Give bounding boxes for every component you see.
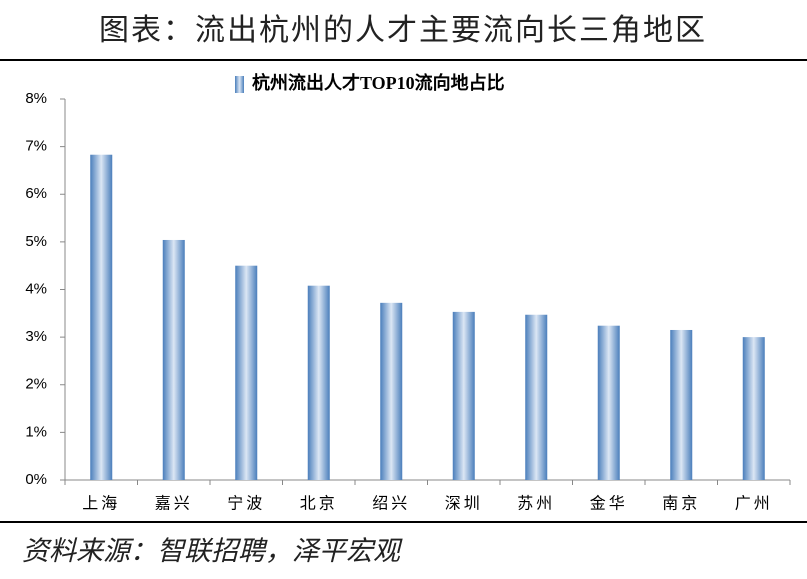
y-tick-label: 2%	[25, 376, 47, 393]
y-tick-label: 6%	[25, 185, 47, 202]
bar	[670, 329, 693, 480]
x-tick-label: 深圳	[445, 495, 483, 513]
bar	[235, 265, 258, 480]
y-tick-label: 7%	[25, 138, 47, 155]
x-tick-label: 上海	[82, 495, 120, 513]
x-tick-label: 绍兴	[372, 495, 410, 513]
y-tick-label: 3%	[25, 328, 47, 345]
y-tick-label: 0%	[25, 471, 47, 488]
source-note: 资料来源：智联招聘，泽平宏观	[22, 536, 403, 566]
bar	[90, 154, 113, 480]
x-tick-label: 嘉兴	[155, 495, 193, 513]
x-tick-label: 宁波	[227, 495, 265, 513]
x-tick-label: 金华	[590, 495, 628, 513]
bar	[307, 285, 330, 480]
x-tick-label: 苏州	[517, 495, 555, 513]
bar	[162, 239, 185, 480]
x-tick-label: 南京	[662, 495, 700, 513]
bar	[742, 337, 765, 480]
bar	[452, 311, 475, 480]
y-tick-label: 5%	[25, 233, 47, 250]
y-tick-label: 4%	[25, 280, 47, 297]
y-tick-label: 1%	[25, 423, 47, 440]
y-tick-label: 8%	[25, 90, 47, 107]
bar	[525, 314, 548, 480]
legend-swatch	[235, 76, 244, 93]
bar	[597, 325, 620, 480]
bar	[380, 302, 403, 480]
x-tick-label: 广州	[735, 495, 773, 513]
page-title: 图表：流出杭州的人才主要流向长三角地区	[99, 14, 707, 47]
x-tick-label: 北京	[300, 495, 338, 513]
legend-label: 杭州流出人才TOP10流向地占比	[252, 72, 505, 93]
